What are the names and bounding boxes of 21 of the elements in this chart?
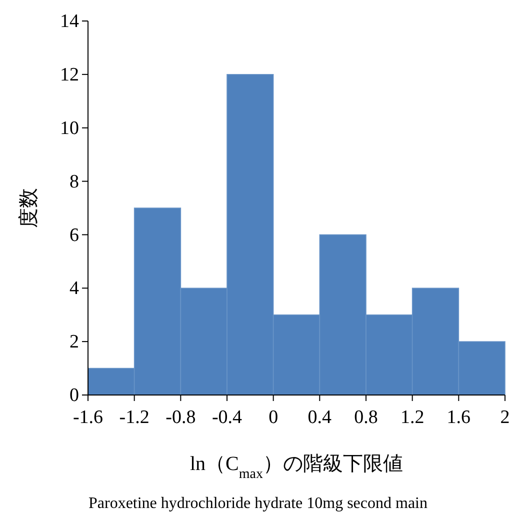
x-tick-label: -0.8 (166, 407, 196, 428)
y-tick-label: 14 (60, 11, 80, 32)
x-tick-label: -0.4 (212, 407, 243, 428)
x-tick-label: 1.2 (400, 407, 424, 428)
x-tick-label: -1.2 (119, 407, 150, 428)
text: Paroxetine hydrochloride hydrate 10mg second main (88, 495, 428, 512)
x-tick-label: 2 (500, 407, 510, 428)
y-tick-label: 10 (60, 118, 79, 139)
x-axis-title: ln（C$_{max}$）の階級下限値 (190, 453, 404, 482)
x-tick-label: -1.6 (72, 407, 104, 428)
x-tick-label: 0 (268, 407, 278, 428)
y-tick-label: 8 (70, 171, 79, 192)
y-tick-label: 12 (60, 64, 79, 86)
y-tick-label: 6 (70, 224, 79, 246)
x-tick-label: 0.4 (308, 407, 332, 428)
y-axis-title: 度数 (18, 188, 40, 228)
x-tick-label: 0.8 (354, 407, 378, 428)
y-tick-label: 2 (70, 332, 79, 353)
y-tick-label: 0 (70, 385, 79, 406)
x-tick-label: 1.6 (446, 407, 471, 428)
y-tick-label: 4 (70, 278, 80, 300)
